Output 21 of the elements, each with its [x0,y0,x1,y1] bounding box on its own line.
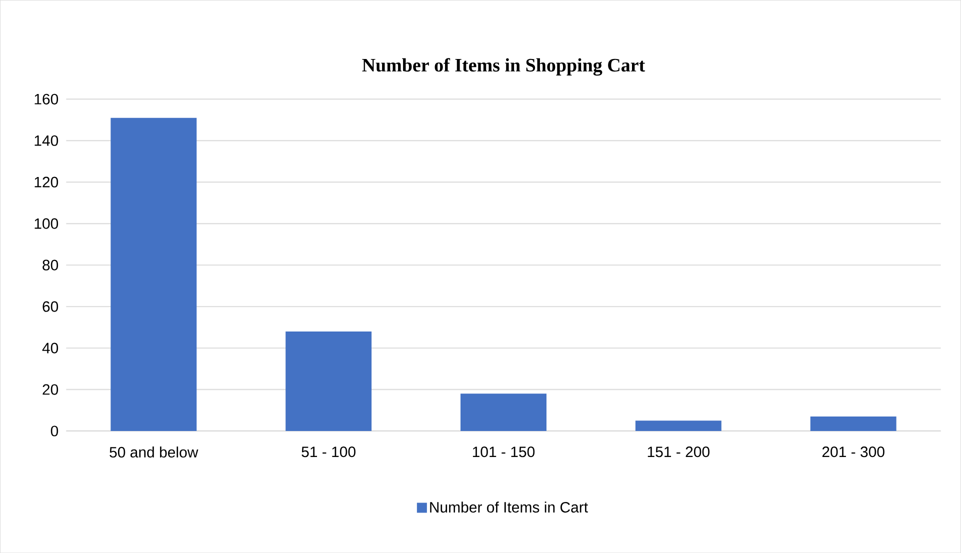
y-tick-label: 120 [34,176,58,188]
x-tick-label: 151 - 200 [648,446,710,458]
y-tick-label: 160 [34,94,58,104]
legend-label: Number of Items in Cart [430,502,588,513]
x-tick-label: 50 and below [110,446,198,458]
x-tick-label: 201 - 300 [822,446,884,458]
bar [286,331,372,431]
y-tick-label: 60 [42,301,58,312]
bar [635,420,722,431]
x-tick-label: 101 - 150 [472,446,535,458]
y-tick-label: 100 [34,218,58,229]
x-tick-label: 51 - 100 [302,446,356,458]
bar [110,118,197,431]
y-tick-label: 40 [42,342,58,354]
y-tick-label: 20 [42,384,58,395]
y-tick-label: 0 [50,426,58,436]
y-tick-label: 80 [42,260,58,270]
chart-title: Number of Items in Shopping Cart [362,58,646,76]
bar [460,394,546,431]
y-tick-label: 140 [34,135,58,146]
bar [810,416,896,431]
